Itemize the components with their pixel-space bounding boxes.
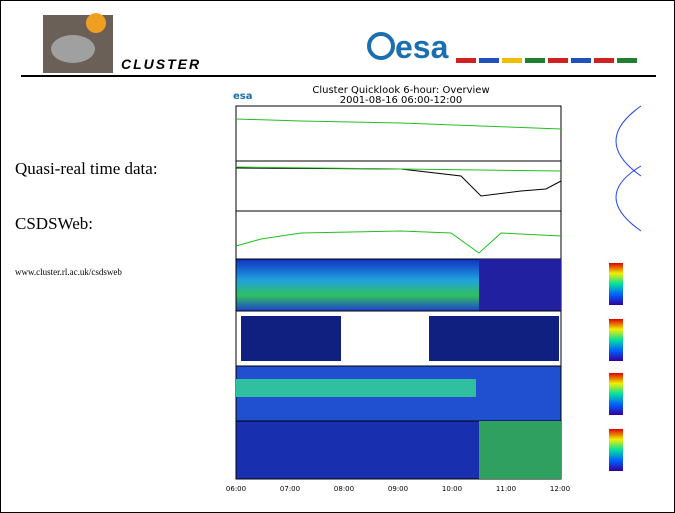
colorbar (609, 319, 623, 361)
quicklook-figure: esa Cluster Quicklook 6-hour: Overview 2… (226, 85, 642, 493)
x-label: 06:00 (226, 485, 246, 493)
body-link: www.cluster.rl.ac.uk/csdsweb (15, 267, 122, 277)
panel (235, 105, 562, 162)
esa-mark (367, 32, 395, 60)
x-label: 09:00 (388, 485, 408, 493)
trace (235, 230, 562, 254)
figure-logo: esa (233, 91, 252, 102)
spectrogram-region (479, 259, 561, 311)
colorbar (609, 373, 623, 415)
orbit-sketch (615, 165, 642, 232)
colorbar (609, 263, 623, 305)
header-title: CLUSTER (121, 56, 202, 72)
spectrogram-region (429, 316, 559, 361)
spectrogram-region (479, 421, 561, 479)
trace (235, 166, 562, 172)
figure-title: Cluster Quicklook 6-hour: Overview (312, 85, 489, 96)
orbit-sketch (615, 105, 642, 177)
flag-strip (456, 58, 637, 63)
spectrogram-region (236, 379, 476, 397)
x-label: 12:00 (550, 485, 570, 493)
logo-sun (86, 13, 106, 33)
body-text: CSDSWeb: (15, 214, 93, 233)
x-label: 10:00 (442, 485, 462, 493)
trace (235, 118, 562, 130)
logo-spacecraft (51, 35, 95, 63)
x-label: 11:00 (496, 485, 516, 493)
colorbar (609, 429, 623, 471)
figure-subtitle: 2001-08-16 06:00-12:00 (340, 95, 463, 106)
spectrogram-region (241, 316, 341, 361)
x-label: 07:00 (280, 485, 300, 493)
body-text: Quasi-real time data: (15, 159, 158, 178)
esa-logo: esa (395, 29, 449, 65)
x-label: 08:00 (334, 485, 354, 493)
